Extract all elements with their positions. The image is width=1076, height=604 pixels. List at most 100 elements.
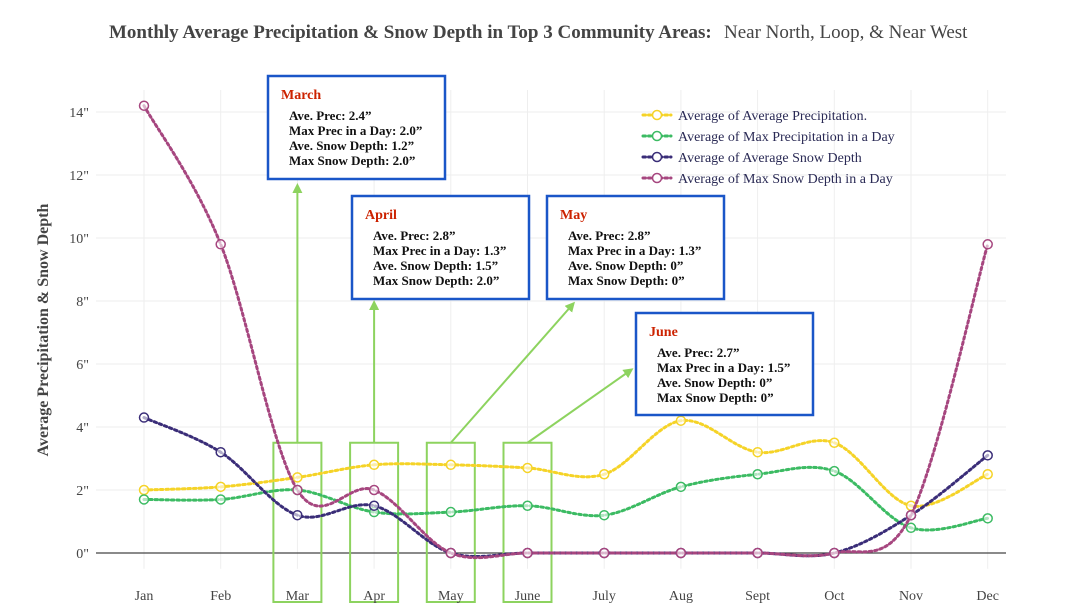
series-line [142,419,990,508]
annotation-line: Max Snow Depth: 0” [657,390,774,405]
annotation-arrow [450,301,575,444]
data-point [675,415,687,426]
annotation-arrow [526,368,634,444]
data-point [598,547,610,559]
series-2 [138,465,993,534]
x-tick-label: Mar [286,589,310,604]
annotation-line: Max Prec in a Day: 1.5” [657,360,790,375]
annotation-line: Ave. Prec: 2.8” [373,228,456,243]
data-point [215,239,226,250]
annotation-line: Ave. Snow Depth: 0” [568,258,683,273]
x-tick-label: July [593,589,616,604]
annotation-line: Max Prec in a Day: 1.3” [373,243,506,258]
data-point [215,446,226,458]
chart-subtitle: Near North, Loop, & Near West [724,22,968,43]
legend-label: Average of Max Precipitation in a Day [678,130,895,145]
data-point [982,450,993,461]
x-tick-label: June [515,589,541,604]
y-tick-label: 14" [69,106,89,121]
data-point [138,100,150,111]
y-tick-label: 10" [69,232,89,247]
annotation-box [350,194,531,301]
data-point [829,437,840,448]
data-point [829,465,840,477]
legend-item: Average of Max Precipitation in a Day [641,130,895,145]
annotation-line: Ave. Snow Depth: 1.5” [373,258,498,273]
annotation-mar: March Ave. Prec: 2.4”Max Prec in a Day: 2… [266,74,447,443]
annotation-box [266,74,447,181]
data-point [598,509,610,521]
annotation-line: Max Snow Depth: 0” [568,273,685,288]
x-axis-ticks: Jan Feb Mar Apr May June July Aug Sept Oct Nov Dec [135,589,999,604]
data-point [215,481,226,493]
data-point [138,484,150,496]
x-tick-label: Oct [824,589,844,604]
annotations: March Ave. Prec: 2.4”Max Prec in a Day: 2… [266,74,815,444]
legend: Average of Average Precipitation. Average… [641,109,895,187]
annotation-line: Max Prec in a Day: 2.0” [289,123,422,138]
legend-item: Average of Average Precipitation. [641,109,867,124]
annotation-month: April [365,208,397,223]
annotation-line: Ave. Prec: 2.4” [289,108,372,123]
x-tick-label: Apr [363,589,385,604]
legend-item: Average of Max Snow Depth in a Day [641,172,893,187]
data-point [752,547,763,559]
data-point [598,469,610,480]
annotation-line: Max Snow Depth: 2.0” [289,153,415,168]
data-point [522,500,533,511]
data-point [368,484,380,496]
chart-title: Monthly Average Precipitation & Snow Dep… [109,22,712,43]
legend-label: Average of Max Snow Depth in a Day [678,172,893,187]
legend-item: Average of Average Snow Depth [641,151,862,166]
x-tick-label: Aug [669,589,693,604]
data-point [445,459,457,471]
x-tick-label: Dec [976,589,999,604]
y-tick-label: 12" [69,169,89,184]
data-point [368,459,380,471]
series-line [142,416,990,559]
legend-swatch-marker [651,151,663,163]
data-point [905,509,917,521]
data-point [982,513,993,524]
data-point [522,462,533,474]
data-point [752,446,763,458]
y-tick-label: 0" [76,547,89,562]
x-tick-label: Feb [210,589,231,604]
annotation-month: June [649,325,678,340]
legend-label: Average of Average Snow Depth [678,151,862,166]
annotation-june: June Ave. Prec: 2.7”Max Prec in a Day: 1.… [526,311,815,444]
data-point [752,469,763,480]
annotation-line: Ave. Snow Depth: 1.2” [289,138,414,153]
data-point [829,547,840,559]
data-point [905,522,917,534]
x-tick-label: May [438,589,464,604]
x-tick-label: Jan [135,589,154,604]
annotation-box [634,311,815,417]
x-tick-label: Sept [745,589,770,604]
annotation-line: Ave. Prec: 2.8” [568,228,651,243]
data-point [445,506,457,518]
legend-swatch-marker [651,109,663,121]
y-tick-label: 6" [76,358,89,373]
legend-label: Average of Average Precipitation. [678,109,867,124]
annotation-line: Max Snow Depth: 2.0” [373,273,499,288]
data-point [522,547,533,559]
y-tick-label: 8" [76,295,89,310]
annotation-apr: April Ave. Prec: 2.8”Max Prec in a Day: 1… [350,194,531,443]
data-point [138,412,150,423]
legend-swatch-marker [651,130,663,142]
data-point [215,494,226,505]
series-3 [138,412,993,559]
y-axis-ticks: 0" 2" 4" 6" 8" 10" 12" 14" [69,106,89,562]
data-point [292,472,303,483]
data-point [982,469,993,480]
legend-swatch-marker [651,172,663,184]
data-point [982,239,993,250]
data-point [445,547,457,559]
data-point [292,484,303,496]
series-lines [138,100,993,560]
data-point [292,509,303,521]
annotation-line: Ave. Prec: 2.7” [657,345,740,360]
